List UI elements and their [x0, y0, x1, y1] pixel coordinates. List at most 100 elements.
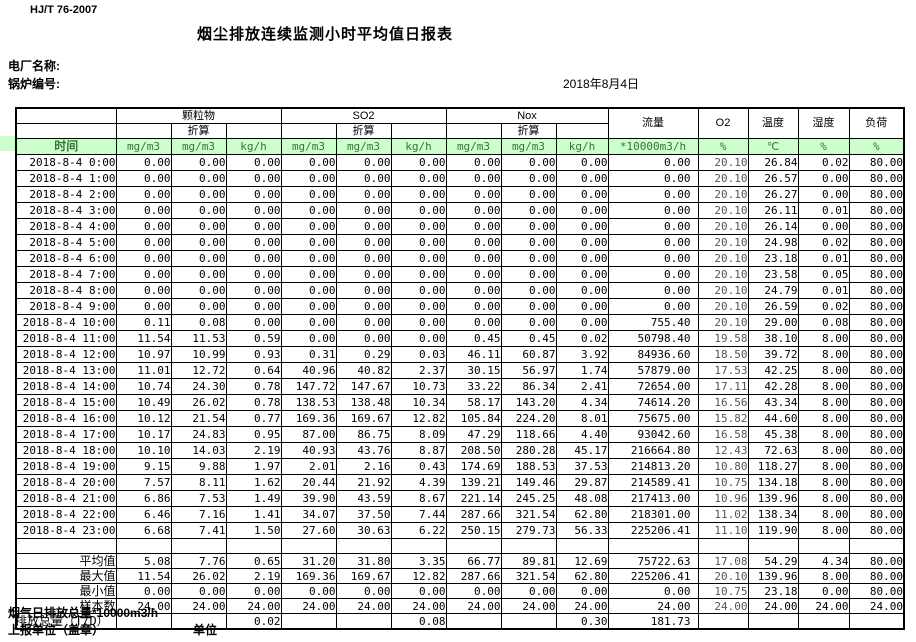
value-cell: 0.00	[115, 234, 172, 251]
time-cell: 2018-8-4 2:00	[15, 186, 117, 203]
value-cell: 80.00	[848, 170, 905, 187]
value-cell: 20.10	[697, 568, 749, 584]
value-cell: 45.17	[555, 442, 609, 459]
value-cell: 80.00	[848, 458, 905, 475]
value-cell: 80.00	[848, 362, 905, 379]
value-cell: 17.08	[697, 553, 749, 569]
value-cell: 80.00	[848, 218, 905, 235]
value-cell: 0.00	[500, 250, 557, 267]
value-cell: 24.00	[115, 598, 172, 614]
value-cell: 0.00	[225, 583, 282, 599]
value-cell: 29.87	[555, 474, 609, 491]
units-row: 时间 mg/m3 mg/m3 kg/h mg/m3 mg/m3 kg/h mg/…	[15, 138, 905, 155]
value-cell: 214589.41	[607, 474, 699, 491]
value-cell: 8.00	[797, 410, 850, 427]
empty-cell	[280, 538, 337, 554]
value-cell: 80.00	[848, 250, 905, 267]
value-cell: 31.80	[335, 553, 392, 569]
value-cell: 20.10	[697, 234, 749, 251]
value-cell: 0.00	[115, 218, 172, 235]
value-cell: 20.10	[697, 154, 749, 171]
value-cell: 0.00	[115, 202, 172, 219]
empty-cell	[697, 538, 749, 554]
value-cell: 80.00	[848, 378, 905, 395]
value-cell: 80.00	[848, 330, 905, 347]
value-cell: 0.30	[555, 613, 609, 630]
value-cell: 0.00	[607, 154, 699, 171]
summary-label: 最小值	[15, 583, 117, 599]
summary-row: 样本数 24.00 24.00 24.00 24.00 24.00 24.00 24.00 24…	[15, 598, 905, 614]
value-cell: 8.00	[797, 568, 850, 584]
value-cell: 80.00	[848, 490, 905, 507]
value-cell: 72.63	[747, 442, 799, 459]
value-cell: 8.00	[797, 330, 850, 347]
hourly-row: 2018-8-4 9:00 0.00 0.00 0.00 0.00 0.00 0.00 0.0…	[15, 298, 905, 315]
time-cell: 2018-8-4 7:00	[15, 266, 117, 283]
value-cell: 0.00	[390, 154, 447, 171]
value-cell: 62.80	[555, 568, 609, 584]
value-cell: 0.00	[445, 218, 502, 235]
time-cell: 2018-8-4 1:00	[15, 170, 117, 187]
empty-cell	[115, 123, 172, 139]
value-cell: 0.00	[607, 218, 699, 235]
value-cell: 24.79	[747, 282, 799, 299]
value-cell: 80.00	[848, 394, 905, 411]
value-cell: 0.00	[170, 186, 227, 203]
value-cell	[747, 613, 799, 630]
value-cell: 80.00	[848, 506, 905, 523]
flue-daily-total-note: 烟气日排放总量*10000m3/h	[8, 606, 159, 620]
value-cell: 40.82	[335, 362, 392, 379]
value-cell: 0.00	[797, 218, 850, 235]
value-cell: 10.10	[115, 442, 172, 459]
value-cell: 0.00	[607, 583, 699, 599]
summary-row: 平均值 5.08 7.76 0.65 31.20 31.80 3.35 66.77 89.81 1…	[15, 553, 905, 569]
value-cell: 149.46	[500, 474, 557, 491]
value-cell: 0.00	[555, 314, 609, 331]
value-cell	[280, 613, 337, 630]
value-cell: 0.00	[607, 202, 699, 219]
value-cell: 0.00	[225, 282, 282, 299]
value-cell: 0.00	[555, 202, 609, 219]
value-cell: 10.99	[170, 346, 227, 363]
value-cell: 0.00	[555, 298, 609, 315]
value-cell: 139.96	[747, 490, 799, 507]
value-cell: 169.36	[280, 568, 337, 584]
value-cell: 0.00	[445, 583, 502, 599]
value-cell: 105.84	[445, 410, 502, 427]
value-cell: 7.76	[170, 553, 227, 569]
value-cell: 20.10	[697, 170, 749, 187]
value-cell: 24.00	[225, 598, 282, 614]
value-cell: 0.01	[797, 282, 850, 299]
empty-cell	[170, 538, 227, 554]
hourly-row: 2018-8-4 16:00 10.12 21.54 0.77 169.36 169.67…	[15, 410, 905, 427]
hourly-row: 2018-8-4 21:00 6.86 7.53 1.49 39.90 43.59 8.67…	[15, 490, 905, 507]
value-cell: 20.44	[280, 474, 337, 491]
empty-cell	[607, 538, 699, 554]
value-cell: 1.97	[225, 458, 282, 475]
value-cell: 0.00	[335, 330, 392, 347]
value-cell: 26.59	[747, 298, 799, 315]
group-pm: 颗粒物	[115, 107, 282, 124]
value-cell: 20.10	[697, 266, 749, 283]
value-cell: 20.10	[697, 186, 749, 203]
value-cell: 0.00	[555, 218, 609, 235]
value-cell: 80.00	[848, 410, 905, 427]
value-cell	[335, 613, 392, 630]
value-cell: 0.03	[390, 346, 447, 363]
value-cell: 8.00	[797, 490, 850, 507]
unit-cell: kg/h	[390, 138, 447, 155]
value-cell: 1.49	[225, 490, 282, 507]
empty-cell	[445, 123, 502, 139]
value-cell: 16.56	[697, 394, 749, 411]
value-cell: 24.00	[445, 598, 502, 614]
value-cell: 0.78	[225, 378, 282, 395]
unit-cell: %	[848, 138, 905, 155]
value-cell: 0.45	[445, 330, 502, 347]
value-cell: 9.15	[115, 458, 172, 475]
value-cell: 39.90	[280, 490, 337, 507]
time-cell: 2018-8-4 0:00	[15, 154, 117, 171]
empty-cell	[280, 123, 337, 139]
value-cell: 8.00	[797, 506, 850, 523]
time-cell: 2018-8-4 6:00	[15, 250, 117, 267]
value-cell	[445, 613, 502, 630]
